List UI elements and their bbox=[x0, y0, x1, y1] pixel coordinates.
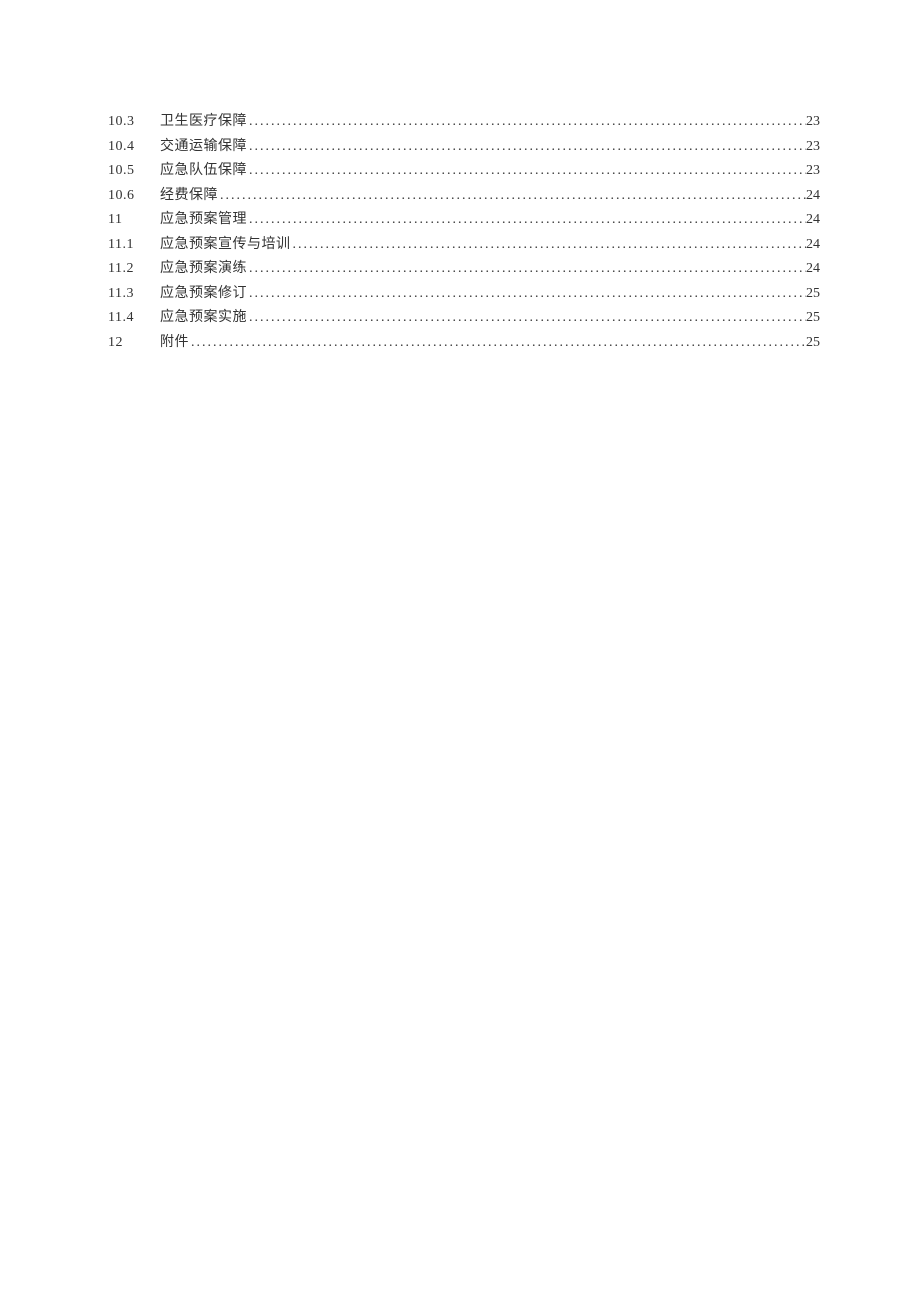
toc-dots: ........................................… bbox=[247, 208, 806, 233]
toc-entry: 10.5 应急队伍保障 ............................… bbox=[108, 159, 820, 184]
toc-title: 应急预案演练 bbox=[160, 257, 247, 282]
toc-number: 10.5 bbox=[108, 159, 160, 184]
toc-number: 12 bbox=[108, 331, 160, 356]
toc-number: 10.6 bbox=[108, 184, 160, 209]
toc-page: 23 bbox=[806, 110, 820, 135]
toc-entry: 10.6 经费保障 ..............................… bbox=[108, 184, 820, 209]
toc-entry: 11.2 应急预案演练 ............................… bbox=[108, 257, 820, 282]
toc-title: 经费保障 bbox=[160, 184, 218, 209]
toc-page: 23 bbox=[806, 135, 820, 160]
toc-page: 24 bbox=[806, 208, 820, 233]
toc-title: 附件 bbox=[160, 331, 189, 356]
toc-number: 10.4 bbox=[108, 135, 160, 160]
toc-page: 25 bbox=[806, 331, 820, 356]
toc-number: 11.1 bbox=[108, 233, 160, 258]
toc-number: 11.3 bbox=[108, 282, 160, 307]
toc-dots: ........................................… bbox=[247, 257, 806, 282]
toc-page: 23 bbox=[806, 159, 820, 184]
toc-entry: 11.1 应急预案宣传与培训 .........................… bbox=[108, 233, 820, 258]
toc-title: 应急队伍保障 bbox=[160, 159, 247, 184]
toc-dots: ........................................… bbox=[218, 184, 806, 209]
toc-dots: ........................................… bbox=[291, 233, 807, 258]
toc-dots: ........................................… bbox=[247, 282, 806, 307]
toc-title: 卫生医疗保障 bbox=[160, 110, 247, 135]
toc-container: 10.3 卫生医疗保障 ............................… bbox=[108, 110, 820, 355]
toc-title: 应急预案宣传与培训 bbox=[160, 233, 291, 258]
toc-entry: 10.4 交通运输保障 ............................… bbox=[108, 135, 820, 160]
toc-title: 应急预案修订 bbox=[160, 282, 247, 307]
toc-page: 24 bbox=[806, 233, 820, 258]
toc-dots: ........................................… bbox=[247, 306, 806, 331]
toc-title: 应急预案管理 bbox=[160, 208, 247, 233]
toc-dots: ........................................… bbox=[247, 135, 806, 160]
toc-number: 11.4 bbox=[108, 306, 160, 331]
toc-title: 应急预案实施 bbox=[160, 306, 247, 331]
toc-entry: 12 附件 ..................................… bbox=[108, 331, 820, 356]
toc-number: 11.2 bbox=[108, 257, 160, 282]
toc-page: 24 bbox=[806, 257, 820, 282]
toc-page: 25 bbox=[806, 282, 820, 307]
toc-page: 25 bbox=[806, 306, 820, 331]
toc-dots: ........................................… bbox=[247, 159, 806, 184]
toc-dots: ........................................… bbox=[247, 110, 806, 135]
toc-page: 24 bbox=[806, 184, 820, 209]
toc-number: 11 bbox=[108, 208, 160, 233]
toc-entry: 10.3 卫生医疗保障 ............................… bbox=[108, 110, 820, 135]
toc-dots: ........................................… bbox=[189, 331, 806, 356]
toc-title: 交通运输保障 bbox=[160, 135, 247, 160]
toc-entry: 11.4 应急预案实施 ............................… bbox=[108, 306, 820, 331]
toc-entry: 11.3 应急预案修订 ............................… bbox=[108, 282, 820, 307]
toc-entry: 11 应急预案管理 ..............................… bbox=[108, 208, 820, 233]
toc-number: 10.3 bbox=[108, 110, 160, 135]
